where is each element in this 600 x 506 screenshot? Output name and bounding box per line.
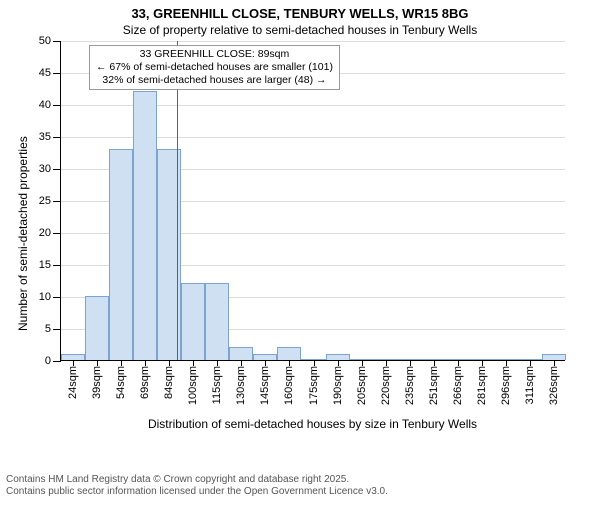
y-tick: [53, 105, 61, 106]
x-tick-label: 281sqm: [476, 366, 488, 405]
annotation-line: ← 67% of semi-detached houses are smalle…: [96, 61, 333, 74]
y-tick: [53, 137, 61, 138]
y-tick-label: 0: [45, 355, 51, 367]
histogram-bar: [205, 283, 229, 360]
histogram-bar: [109, 149, 133, 360]
x-tick-label: 235sqm: [404, 366, 416, 405]
x-tick-label: 220sqm: [380, 366, 392, 405]
y-tick-label: 15: [39, 259, 51, 271]
y-tick: [53, 233, 61, 234]
x-tick-label: 145sqm: [259, 366, 271, 405]
y-tick: [53, 297, 61, 298]
annotation-line: 32% of semi-detached houses are larger (…: [96, 74, 333, 87]
chart-container: 0 5 10 15 20 25 30 35 40 45 50 24sqm 39sqm 54sqm 69sqm…: [0, 37, 600, 477]
x-tick-label: 84sqm: [163, 366, 175, 399]
y-tick-label: 35: [39, 131, 51, 143]
x-tick-label: 160sqm: [283, 366, 295, 405]
x-tick-label: 24sqm: [67, 366, 79, 399]
histogram-bar: [157, 149, 181, 360]
x-tick-label: 326sqm: [548, 366, 560, 405]
y-tick: [53, 361, 61, 362]
x-tick-label: 311sqm: [524, 366, 536, 404]
x-tick-label: 100sqm: [187, 366, 199, 405]
plot-area: 0510152025303540455024sqm39sqm54sqm69sqm…: [60, 41, 565, 361]
gridline: [61, 41, 565, 42]
page-title: 33, GREENHILL CLOSE, TENBURY WELLS, WR15…: [0, 6, 600, 21]
x-tick-label: 115sqm: [211, 366, 223, 404]
y-tick-label: 25: [39, 195, 51, 207]
y-tick: [53, 265, 61, 266]
x-tick-label: 130sqm: [235, 366, 247, 405]
x-tick-label: 251sqm: [428, 366, 440, 405]
page-subtitle: Size of property relative to semi-detach…: [0, 23, 600, 37]
histogram-bar: [181, 283, 205, 360]
footer-line-2: Contains public sector information licen…: [6, 486, 388, 498]
y-tick: [53, 169, 61, 170]
y-tick-label: 45: [39, 67, 51, 79]
x-tick-label: 54sqm: [115, 366, 127, 399]
y-tick: [53, 41, 61, 42]
y-tick-label: 10: [39, 291, 51, 303]
x-tick-label: 296sqm: [500, 366, 512, 405]
x-tick-label: 175sqm: [308, 366, 320, 405]
x-tick-label: 266sqm: [452, 366, 464, 405]
x-tick-label: 69sqm: [139, 366, 151, 399]
y-tick-label: 5: [45, 323, 51, 335]
histogram-bar: [85, 296, 109, 360]
y-tick-label: 30: [39, 163, 51, 175]
footer-attribution: Contains HM Land Registry data © Crown c…: [6, 474, 388, 498]
y-tick-label: 20: [39, 227, 51, 239]
x-tick-label: 205sqm: [356, 366, 368, 405]
y-tick-label: 40: [39, 99, 51, 111]
x-axis-title: Distribution of semi-detached houses by …: [60, 417, 565, 431]
footer-line-1: Contains HM Land Registry data © Crown c…: [6, 474, 388, 486]
y-tick-label: 50: [39, 35, 51, 47]
y-tick: [53, 73, 61, 74]
histogram-bar: [277, 347, 301, 360]
x-tick-label: 39sqm: [91, 366, 103, 399]
histogram-bar: [229, 347, 253, 360]
histogram-bar: [133, 91, 157, 360]
y-tick: [53, 329, 61, 330]
y-axis-title: Number of semi-detached properties: [16, 136, 30, 331]
annotation-line: 33 GREENHILL CLOSE: 89sqm: [96, 48, 333, 61]
x-tick-label: 190sqm: [332, 366, 344, 405]
y-tick: [53, 201, 61, 202]
annotation-box: 33 GREENHILL CLOSE: 89sqm← 67% of semi-d…: [89, 45, 340, 90]
